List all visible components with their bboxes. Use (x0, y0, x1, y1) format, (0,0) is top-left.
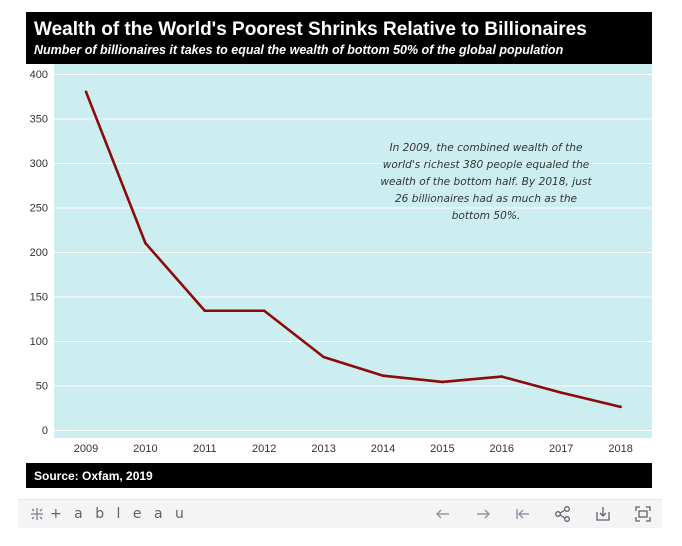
data-point (203, 309, 207, 313)
data-point (500, 375, 504, 378)
data-point (262, 309, 266, 313)
annotation-line: In 2009, the combined wealth of the (389, 142, 583, 154)
line-chart: 0 50 100 150 200 250 300 350 400 2009 2010 2011 2012… (30, 64, 652, 455)
redo-icon (477, 509, 490, 519)
y-tick-label: 400 (30, 69, 48, 81)
x-tick-label: 2016 (490, 443, 514, 455)
annotation-line: world's richest 380 people equaled the (382, 159, 590, 171)
fullscreen-icon (635, 506, 651, 522)
y-tick-label: 250 (30, 203, 48, 215)
fullscreen-button[interactable] (632, 503, 654, 525)
undo-button[interactable] (432, 503, 454, 525)
source-caption: Source: Oxfam, 2019 (34, 469, 153, 483)
x-tick-label: 2015 (430, 443, 454, 455)
y-tick-label: 150 (30, 292, 48, 304)
chart-subtitle: Number of billionaires it takes to equal… (34, 43, 564, 57)
chart-footer: Source: Oxfam, 2019 (26, 463, 652, 488)
revert-icon (516, 509, 529, 519)
tableau-logo[interactable]: + a b l e a u (28, 505, 188, 523)
data-point (84, 90, 88, 94)
annotation-line: 26 billionaires had as much as the (394, 193, 578, 205)
redo-button[interactable] (472, 503, 494, 525)
annotation-line: bottom 50%. (451, 210, 521, 222)
series-line (84, 91, 621, 409)
share-icon (555, 506, 570, 522)
y-tick-label: 300 (30, 158, 48, 170)
plot-background (54, 64, 652, 438)
data-point (559, 391, 563, 394)
chart-title: Wealth of the World's Poorest Shrinks Re… (34, 19, 587, 40)
data-point (322, 355, 325, 359)
x-tick-label: 2012 (252, 443, 276, 455)
annotation-line: wealth of the bottom half. By 2018, just (380, 176, 592, 188)
x-tick-label: 2009 (74, 443, 98, 455)
data-point (381, 374, 385, 378)
y-tick-label: 200 (30, 247, 48, 259)
y-tick-label: 100 (30, 336, 48, 348)
data-point (441, 380, 444, 384)
tableau-wordmark: + a b l e a u (50, 506, 188, 522)
download-button[interactable] (592, 503, 614, 525)
x-tick-label: 2014 (371, 443, 395, 455)
x-tick-label: 2017 (549, 443, 573, 455)
undo-icon (436, 509, 449, 519)
y-tick-label: 0 (42, 425, 48, 437)
chart-area: 0 50 100 150 200 250 300 350 400 2009 2010 2011 2012… (26, 64, 652, 460)
x-tick-label: 2018 (608, 443, 632, 455)
x-tick-label: 2010 (133, 443, 157, 455)
data-point (619, 405, 622, 409)
download-icon (596, 507, 610, 521)
chart-header: Wealth of the World's Poorest Shrinks Re… (26, 12, 652, 64)
revert-button[interactable] (512, 503, 534, 525)
share-button[interactable] (552, 503, 574, 525)
tableau-logo-icon (31, 508, 43, 520)
x-tick-label: 2011 (193, 443, 217, 455)
data-point (144, 241, 147, 245)
chart-annotation: In 2009, the combined wealth of the worl… (366, 140, 606, 225)
x-tick-label: 2013 (311, 443, 335, 455)
y-tick-label: 350 (30, 114, 48, 126)
tableau-toolbar: + a b l e a u (18, 499, 662, 528)
y-tick-label: 50 (36, 381, 48, 393)
